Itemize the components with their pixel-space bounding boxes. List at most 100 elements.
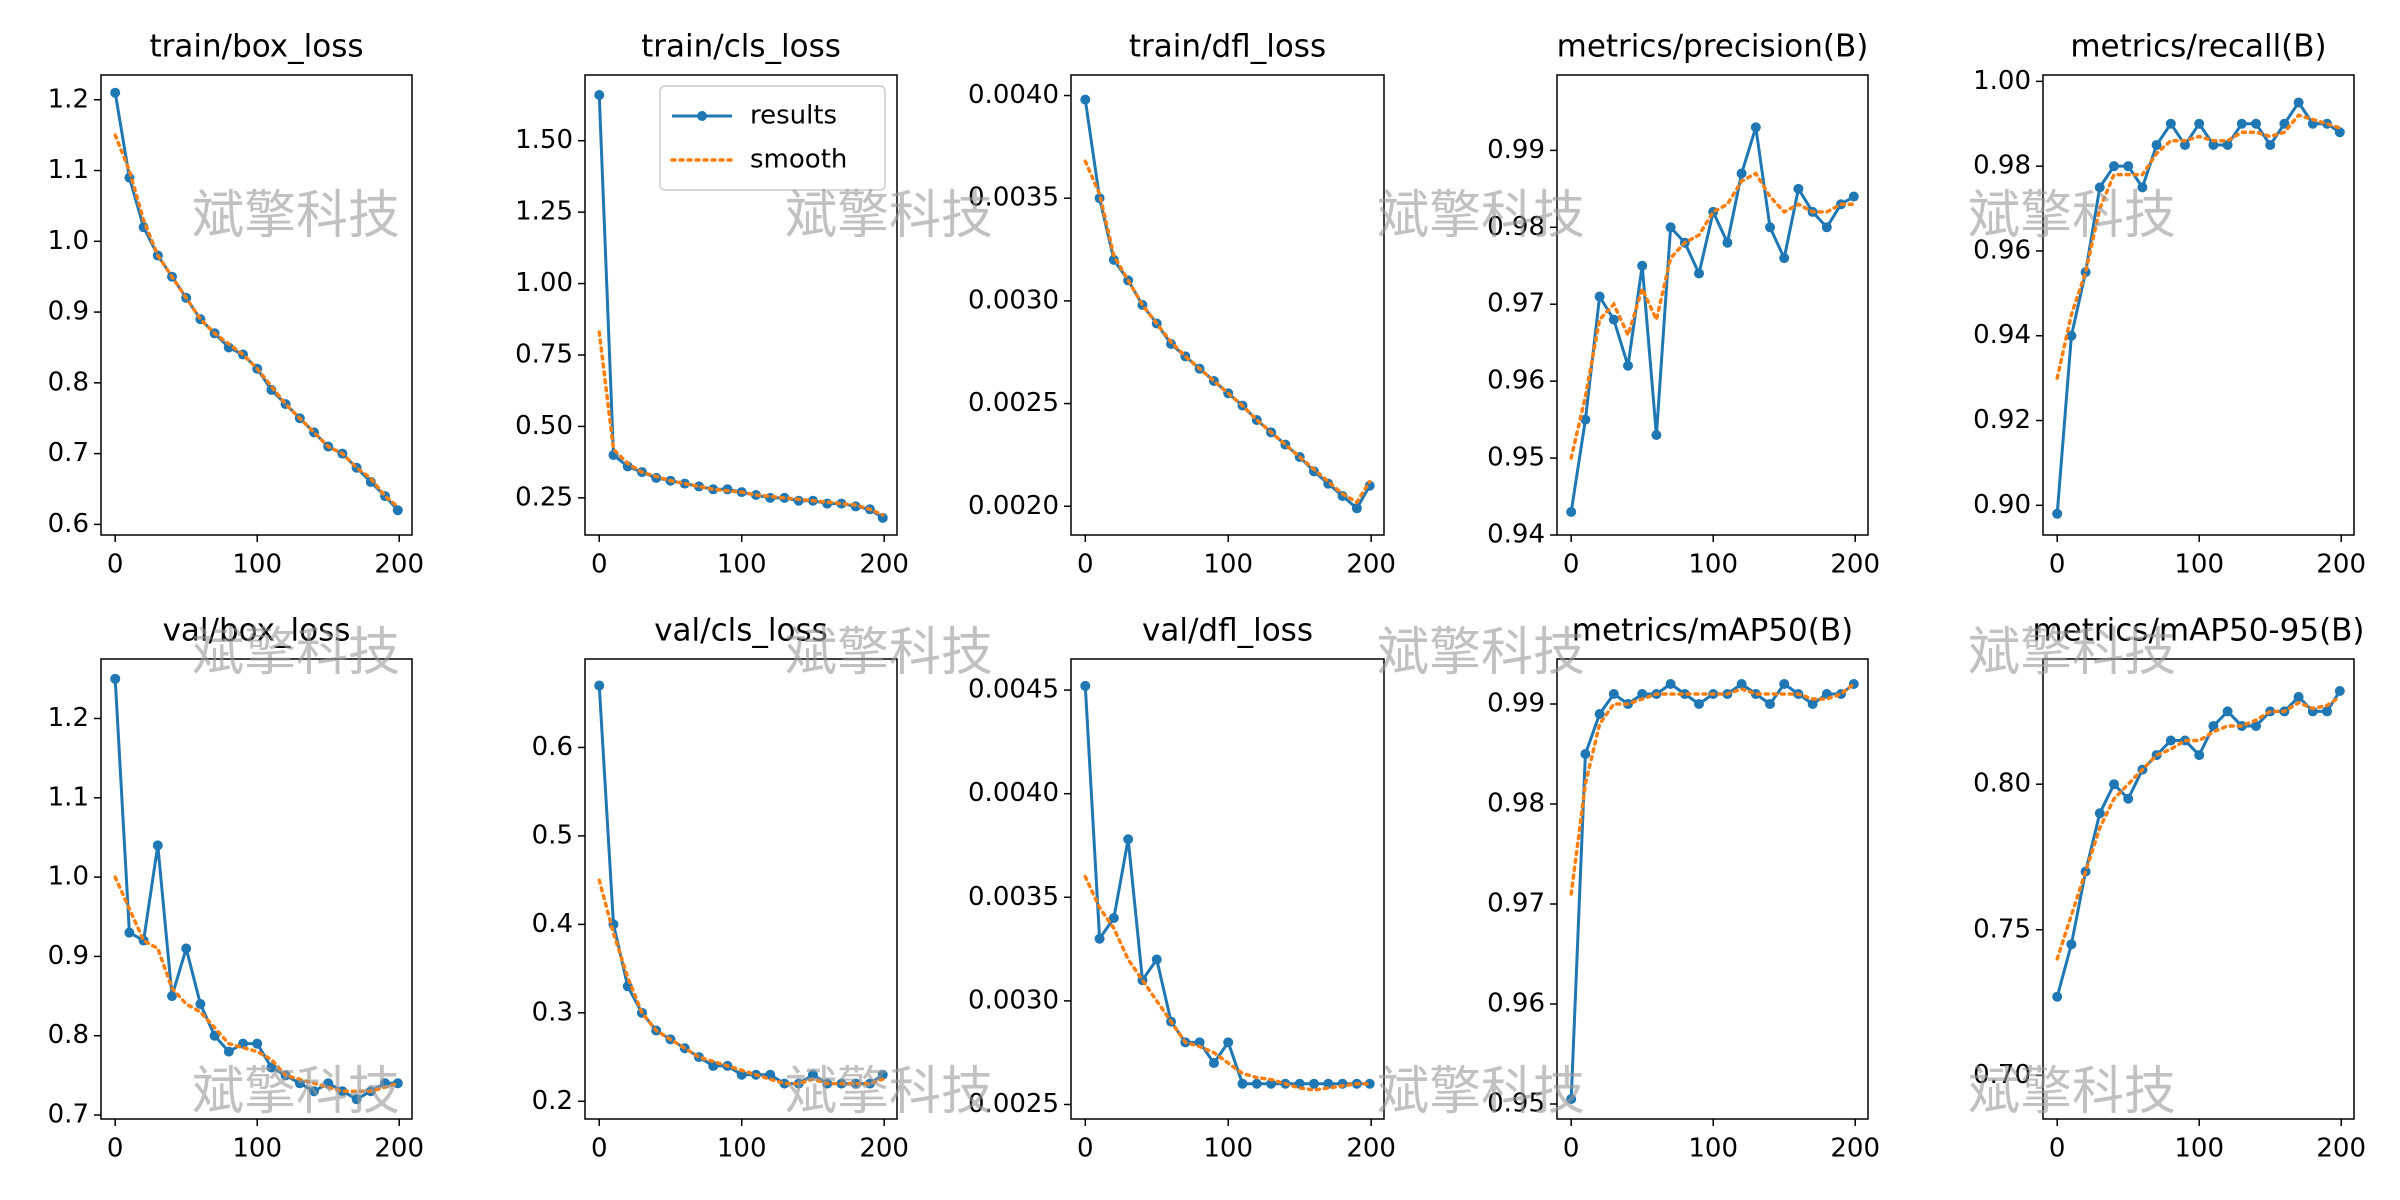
series-line [113,678,398,1101]
y-tick-label: 0.3 [532,997,573,1027]
data-point [294,1078,305,1089]
series-line [2055,695,2342,961]
x-tick-label: 200 [2316,550,2366,580]
x-tick-label: 200 [1346,550,1396,580]
y-tick-label: 0.96 [1487,989,1545,1019]
y-tick-label: 0.7 [48,1100,89,1130]
data-point [1566,506,1577,517]
data-point [2109,161,2120,172]
data-point [2265,139,2276,150]
data-point [1080,94,1091,105]
y-tick-label: 0.75 [1973,914,2031,944]
plot-frame [1070,74,1385,536]
data-point [1807,699,1818,709]
data-point [223,1046,234,1057]
data-point [594,680,605,691]
y-tick-label: 0.97 [1487,889,1545,919]
series-line [1569,681,1855,1100]
x-tick-label: 200 [1346,1134,1396,1164]
y-tick-label: 0.2 [532,1086,573,1116]
data-point [1308,1078,1319,1089]
series-line [113,133,400,509]
legend-box [659,85,886,191]
data-point [1779,253,1790,264]
y-tick-label: 1.00 [515,268,573,298]
plot-frame [2042,74,2355,536]
subplot: train/dfl_loss 0 100 200 0.0020 0.0025 0.0030 0… [968,29,1396,580]
series-line [113,92,399,512]
data-point [594,90,605,100]
data-point [1736,679,1747,689]
data-point [195,999,206,1009]
plot-frame [2042,658,2355,1120]
y-tick-label: 0.5 [532,820,573,850]
data-point [1793,183,1804,194]
data-point [2251,118,2262,129]
series-line [597,330,885,517]
data-point [2165,118,2176,129]
watermark: 斌擎科技 [1377,1062,1585,1122]
y-tick-label: 0.8 [48,1020,89,1050]
y-tick-label: 0.70 [1973,1060,2031,1090]
subplot: metrics/recall(B) 0 100 200 0.90 0.92 0.94 0.96… [1973,29,2366,580]
series-line [113,875,400,1093]
x-tick-label: 0 [2049,550,2066,580]
data-point [2194,750,2205,761]
watermark: 斌擎科技 [1377,186,1585,246]
data-point [2334,127,2345,138]
data-point [1151,954,1162,965]
data-point [622,461,633,472]
data-point [2222,139,2233,150]
y-tick-label: 0.0040 [968,80,1059,110]
data-point [2123,793,2134,804]
series-line [2055,690,2342,998]
x-tick-label: 100 [1203,1134,1253,1164]
subplot: train/box_loss 0 100 200 0.6 0.7 0.8 0.9 1.0 1.1 1… [48,29,424,580]
y-tick-label: 0.95 [1487,443,1545,473]
series-line [1083,685,1370,1086]
plot-frame [100,658,413,1120]
data-point [1223,1037,1234,1048]
y-tick-label: 0.75 [515,340,573,370]
data-point [1608,314,1619,325]
y-tick-label: 0.0025 [968,388,1059,418]
subplot-title: val/dfl_loss [1142,613,1313,649]
data-point [252,1038,263,1049]
y-tick-label: 1.1 [48,782,89,812]
data-point [167,991,178,1002]
series-line [2055,113,2342,380]
y-tick-label: 0.98 [1973,151,2031,181]
x-tick-label: 0 [591,1134,608,1164]
data-point [1251,1078,1262,1089]
data-point [1323,1078,1334,1089]
data-point [2151,139,2162,150]
subplot-title: train/box_loss [149,29,363,65]
plot-frame [1070,658,1385,1120]
subplot-title: metrics/mAP50-95(B) [2032,613,2364,649]
data-point [1722,237,1733,248]
y-tick-label: 0.0030 [968,285,1059,315]
legend-label: smooth [750,145,847,175]
subplot: train/cls_loss 0 100 200 0.25 0.50 0.75 1.00 1.2… [515,29,909,580]
data-point [1080,680,1091,691]
y-tick-label: 1.0 [48,862,89,892]
data-point [1679,689,1690,699]
subplot-title: metrics/precision(B) [1557,29,1869,65]
data-point [2208,720,2219,731]
data-point [877,512,888,523]
x-tick-label: 100 [717,1134,767,1164]
y-tick-label: 0.96 [1487,366,1545,396]
x-tick-label: 100 [1203,550,1253,580]
x-tick-label: 100 [232,550,282,580]
y-tick-label: 0.97 [1487,289,1545,319]
y-tick-label: 0.4 [532,909,573,939]
data-point [1665,222,1676,233]
subplot: val/cls_loss 0 100 200 0.2 0.3 0.4 0.5 0.6 [532,613,909,1164]
data-point [2236,118,2247,129]
data-point [351,1094,362,1105]
subplot: val/box_loss 0 100 200 0.7 0.8 0.9 1.0 1.1 1.2 [48,613,424,1164]
subplot: metrics/precision(B) 0 100 200 0.94 0.95 0.96 0… [1487,29,1880,580]
x-tick-label: 0 [2049,1134,2066,1164]
data-point [2251,720,2262,731]
